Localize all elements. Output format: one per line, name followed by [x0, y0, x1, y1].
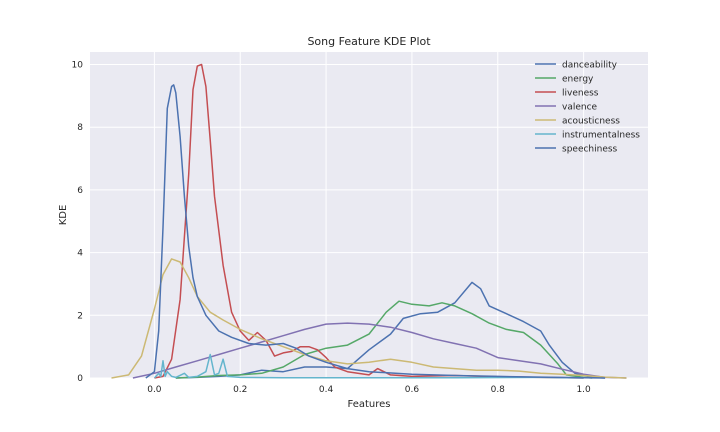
y-tick-label: 8	[77, 123, 83, 133]
y-tick-label: 2	[77, 311, 83, 321]
y-tick-labels: 0 2 4 6 8 10	[72, 61, 84, 384]
y-tick-label: 0	[77, 374, 83, 384]
series-line-energy	[175, 300, 593, 379]
y-tick-label: 6	[77, 186, 83, 196]
legend-label-instrumentalness: instrumentalness	[562, 131, 640, 141]
legend-label-liveness: liveness	[562, 89, 599, 99]
x-axis-label: Features	[348, 399, 391, 410]
legend-label-acousticness: acousticness	[562, 117, 620, 127]
chart-title: Song Feature KDE Plot	[307, 35, 431, 48]
series-line-speechiness	[145, 84, 606, 379]
legend-label-speechiness: speechiness	[562, 145, 618, 155]
series-line-instrumentalness	[153, 353, 584, 379]
x-tick-label: 0.6	[405, 385, 420, 395]
series-line-danceability	[175, 281, 606, 379]
x-tick-label: 0.2	[233, 385, 247, 395]
y-axis-label: KDE	[58, 205, 69, 226]
x-tick-labels: 0.0 0.2 0.4 0.6 0.8 1.0	[147, 385, 591, 395]
y-tick-label: 10	[72, 61, 84, 71]
legend: danceability energy liveness valence acousti…	[535, 61, 640, 155]
x-tick-label: 0.0	[147, 385, 162, 395]
legend-label-valence: valence	[562, 103, 598, 113]
plot-area	[90, 52, 648, 378]
x-tick-label: 0.8	[491, 385, 506, 395]
x-tick-label: 0.4	[319, 385, 334, 395]
series-line-valence	[132, 322, 627, 379]
series-line-liveness	[154, 63, 584, 379]
y-tick-label: 4	[77, 249, 83, 259]
x-tick-label: 1.0	[576, 385, 591, 395]
legend-label-danceability: danceability	[562, 61, 618, 71]
legend-label-energy: energy	[562, 75, 594, 85]
series-layer	[111, 63, 627, 379]
